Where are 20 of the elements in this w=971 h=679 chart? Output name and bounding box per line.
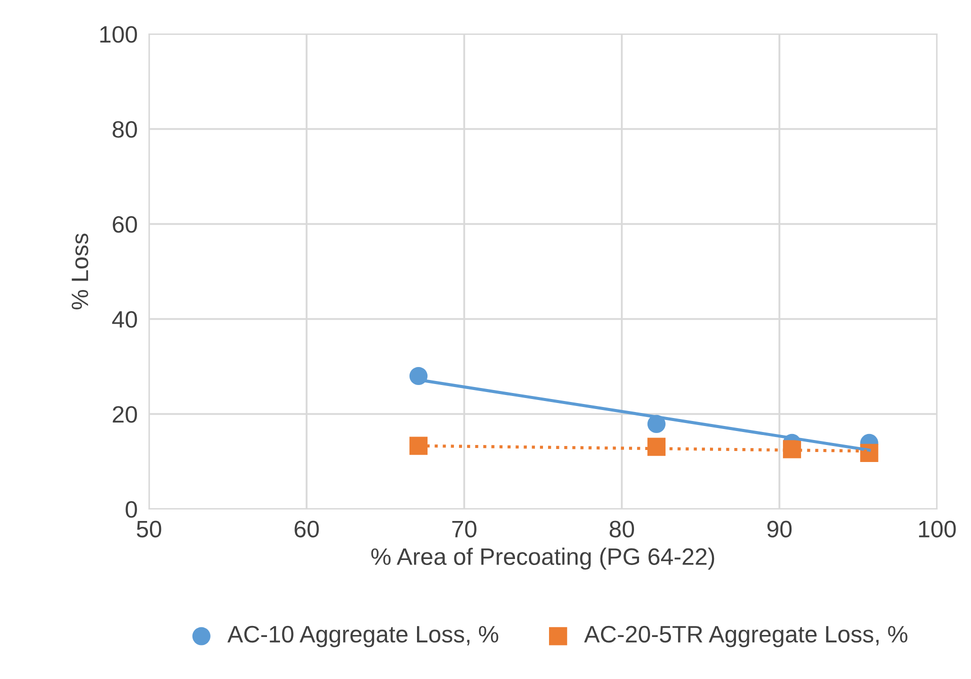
x-tick-label: 60 xyxy=(294,520,319,538)
x-tick-label: 50 xyxy=(136,520,162,538)
x-tick-label: 80 xyxy=(610,520,634,538)
point xyxy=(647,438,666,456)
y-tick-label: 80 xyxy=(112,121,137,138)
x-tick-label: 90 xyxy=(767,520,792,538)
x-axis-title: % Area of Precoating (PG 64-22) xyxy=(371,548,714,570)
y-tick-label: 20 xyxy=(112,406,137,423)
legend-label: AC-20-5TR Aggregate Loss, % xyxy=(584,626,908,648)
y-axis-title: % Loss xyxy=(72,234,88,310)
x-tick-label: 100 xyxy=(919,520,956,538)
point xyxy=(409,436,428,455)
y-tick-label: 40 xyxy=(112,311,137,328)
y-tick-label: 0 xyxy=(126,501,137,518)
y-tick-label: 100 xyxy=(100,26,137,43)
point xyxy=(782,440,802,458)
y-tick-label: 60 xyxy=(112,216,137,233)
point xyxy=(860,444,878,462)
x-tick-label: 70 xyxy=(452,520,476,538)
legend-label: AC-10 Aggregate Loss, % xyxy=(227,626,498,648)
